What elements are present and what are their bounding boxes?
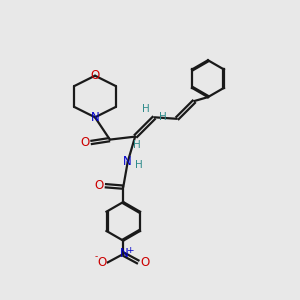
Text: +: + [126,246,134,255]
Text: N: N [119,247,128,260]
Text: H: H [159,112,167,122]
Text: N: N [123,155,132,168]
Text: H: H [142,104,150,114]
Text: H: H [133,140,140,150]
Text: N: N [91,111,99,124]
Text: O: O [140,256,149,269]
Text: O: O [94,179,104,192]
Text: O: O [97,256,106,269]
Text: -: - [95,253,98,262]
Text: O: O [90,69,100,82]
Text: O: O [80,136,89,149]
Text: H: H [135,160,143,170]
